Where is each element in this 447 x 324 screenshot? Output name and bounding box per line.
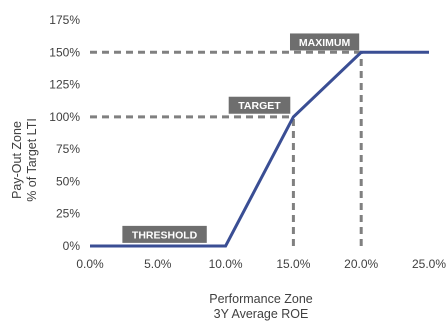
x-tick-label: 15.0% [276, 257, 310, 271]
y-axis-ticks: 0% 25% 50% 75% 100% 125% 150% 175% [49, 13, 80, 253]
y-tick-label: 175% [49, 13, 80, 27]
annotation-box [228, 96, 291, 114]
annotation-text: MAXIMUM [299, 37, 351, 49]
reference-lines [90, 50, 363, 246]
annotations: THRESHOLD TARGET MAXIMUM [122, 33, 360, 243]
x-tick-label: 10.0% [209, 257, 243, 271]
x-tick-label: 20.0% [344, 257, 378, 271]
y-tick-label: 125% [49, 78, 80, 92]
x-tick-label: 0.0% [76, 257, 104, 271]
y-tick-label: 0% [63, 239, 81, 253]
x-tick-label: 25.0% [412, 257, 446, 271]
payout-curve-line [90, 50, 429, 248]
annotation-label-box: MAXIMUM [289, 33, 360, 51]
y-axis-title-line-2: % of Target LTI [25, 118, 39, 202]
annotation-text: TARGET [238, 100, 281, 112]
y-tick-label: 150% [49, 45, 80, 59]
y-tick-label: 25% [56, 207, 80, 221]
annotation-label-box: TARGET [228, 96, 291, 114]
y-axis-title-line-1: Pay-Out Zone [10, 121, 24, 199]
annotation-label-box: THRESHOLD [122, 225, 207, 243]
x-axis-title-line-1: Performance Zone [209, 292, 313, 306]
x-axis-ticks: 0.0% 5.0% 10.0% 15.0% 20.0% 25.0% [76, 257, 446, 271]
y-tick-label: 50% [56, 174, 80, 188]
annotation-box [122, 225, 207, 243]
series-layer [90, 50, 429, 248]
x-axis-title-line-2: 3Y Average ROE [214, 307, 309, 321]
x-tick-label: 5.0% [144, 257, 172, 271]
annotation-text: THRESHOLD [132, 229, 198, 241]
y-tick-label: 100% [49, 110, 80, 124]
annotation-box [289, 33, 360, 51]
y-tick-label: 75% [56, 142, 80, 156]
